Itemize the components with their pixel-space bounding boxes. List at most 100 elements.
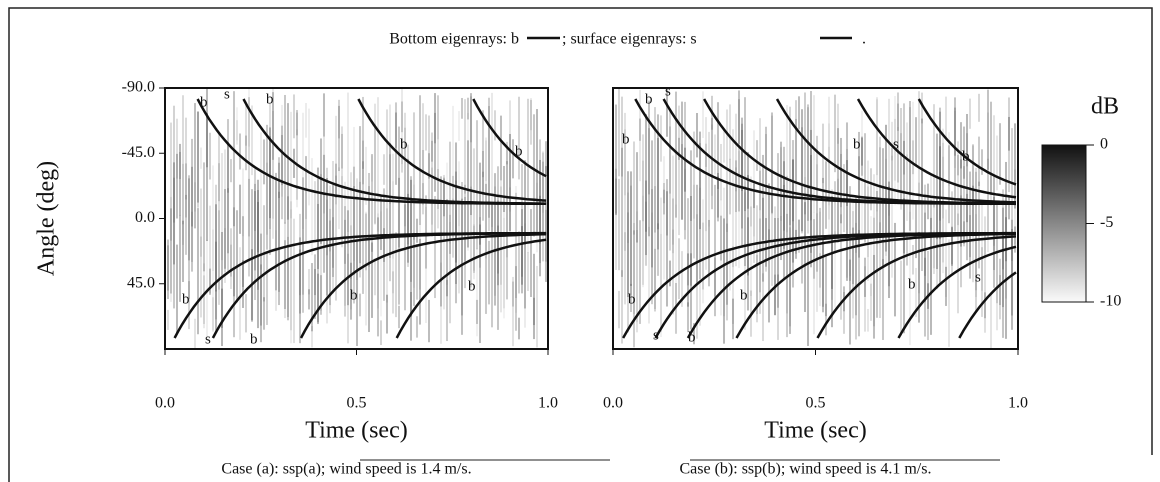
texture bbox=[248, 88, 250, 147]
texture bbox=[509, 100, 511, 236]
texture bbox=[876, 97, 878, 176]
texture bbox=[239, 247, 241, 340]
texture bbox=[191, 138, 193, 272]
texture bbox=[840, 137, 842, 224]
texture bbox=[173, 162, 175, 265]
texture bbox=[987, 89, 989, 170]
texture bbox=[440, 262, 442, 344]
texture bbox=[939, 146, 941, 283]
eigenray bbox=[735, 232, 1017, 339]
texture bbox=[987, 112, 989, 253]
texture bbox=[993, 196, 995, 288]
texture bbox=[242, 216, 244, 287]
texture bbox=[651, 189, 653, 305]
texture bbox=[332, 184, 334, 277]
texture bbox=[449, 214, 451, 324]
texture bbox=[461, 198, 463, 335]
texture bbox=[368, 186, 370, 267]
x-tick-label: 0.5 bbox=[347, 395, 367, 412]
texture bbox=[422, 183, 424, 205]
texture bbox=[846, 122, 848, 206]
texture bbox=[750, 206, 752, 227]
texture bbox=[527, 252, 529, 292]
texture bbox=[449, 141, 451, 254]
texture bbox=[849, 259, 851, 345]
texture bbox=[215, 241, 217, 292]
texture bbox=[930, 217, 932, 335]
texture bbox=[236, 120, 238, 145]
ray-label: b bbox=[740, 287, 748, 303]
texture bbox=[657, 223, 659, 276]
texture bbox=[188, 281, 190, 330]
texture bbox=[488, 106, 490, 231]
texture bbox=[759, 218, 761, 314]
texture bbox=[633, 222, 635, 315]
texture bbox=[530, 209, 532, 297]
texture bbox=[885, 158, 887, 265]
x-tick-label: 0.0 bbox=[603, 395, 623, 412]
texture bbox=[711, 124, 713, 196]
texture bbox=[458, 161, 460, 227]
texture bbox=[684, 168, 686, 231]
texture bbox=[329, 220, 331, 306]
texture bbox=[630, 171, 632, 286]
texture bbox=[485, 140, 487, 182]
texture bbox=[891, 155, 893, 278]
texture bbox=[726, 109, 728, 232]
legend-end: . bbox=[862, 31, 866, 48]
texture bbox=[209, 205, 211, 294]
eigenray bbox=[211, 231, 547, 339]
texture bbox=[320, 174, 322, 311]
texture bbox=[458, 111, 460, 141]
texture bbox=[681, 251, 683, 307]
texture bbox=[777, 153, 779, 284]
y-tick-label: -90.0 bbox=[122, 79, 155, 96]
texture bbox=[218, 163, 220, 290]
texture bbox=[969, 171, 971, 279]
texture bbox=[236, 107, 238, 141]
colorbar-label: dB bbox=[1091, 94, 1119, 120]
texture bbox=[437, 169, 439, 209]
texture bbox=[966, 133, 968, 167]
eigenray bbox=[775, 98, 1017, 204]
texture bbox=[257, 190, 259, 290]
texture bbox=[398, 177, 400, 305]
texture bbox=[960, 122, 962, 169]
texture bbox=[807, 104, 809, 221]
texture bbox=[741, 129, 743, 248]
texture bbox=[828, 96, 830, 220]
texture bbox=[696, 184, 698, 283]
texture bbox=[690, 150, 692, 221]
texture bbox=[744, 192, 746, 330]
texture bbox=[648, 226, 650, 324]
texture bbox=[242, 260, 244, 308]
texture bbox=[732, 298, 734, 340]
texture bbox=[452, 105, 454, 190]
texture bbox=[221, 153, 223, 261]
texture bbox=[203, 275, 205, 324]
texture bbox=[615, 168, 617, 270]
texture bbox=[230, 228, 232, 277]
texture bbox=[257, 201, 259, 329]
texture bbox=[984, 216, 986, 333]
texture bbox=[687, 302, 689, 333]
eigenray bbox=[897, 245, 1017, 339]
ray-label: b bbox=[622, 131, 630, 147]
texture bbox=[359, 293, 361, 317]
texture bbox=[311, 326, 313, 348]
texture bbox=[633, 230, 635, 348]
texture bbox=[539, 159, 541, 277]
texture bbox=[362, 161, 364, 294]
texture bbox=[254, 169, 256, 231]
texture bbox=[368, 172, 370, 238]
texture bbox=[777, 274, 779, 308]
texture bbox=[230, 244, 232, 289]
texture bbox=[882, 259, 884, 340]
texture bbox=[545, 166, 547, 282]
texture bbox=[654, 107, 656, 233]
texture bbox=[615, 104, 617, 216]
texture bbox=[404, 112, 406, 237]
x-tick-label: 1.0 bbox=[538, 395, 558, 412]
texture bbox=[368, 237, 370, 333]
